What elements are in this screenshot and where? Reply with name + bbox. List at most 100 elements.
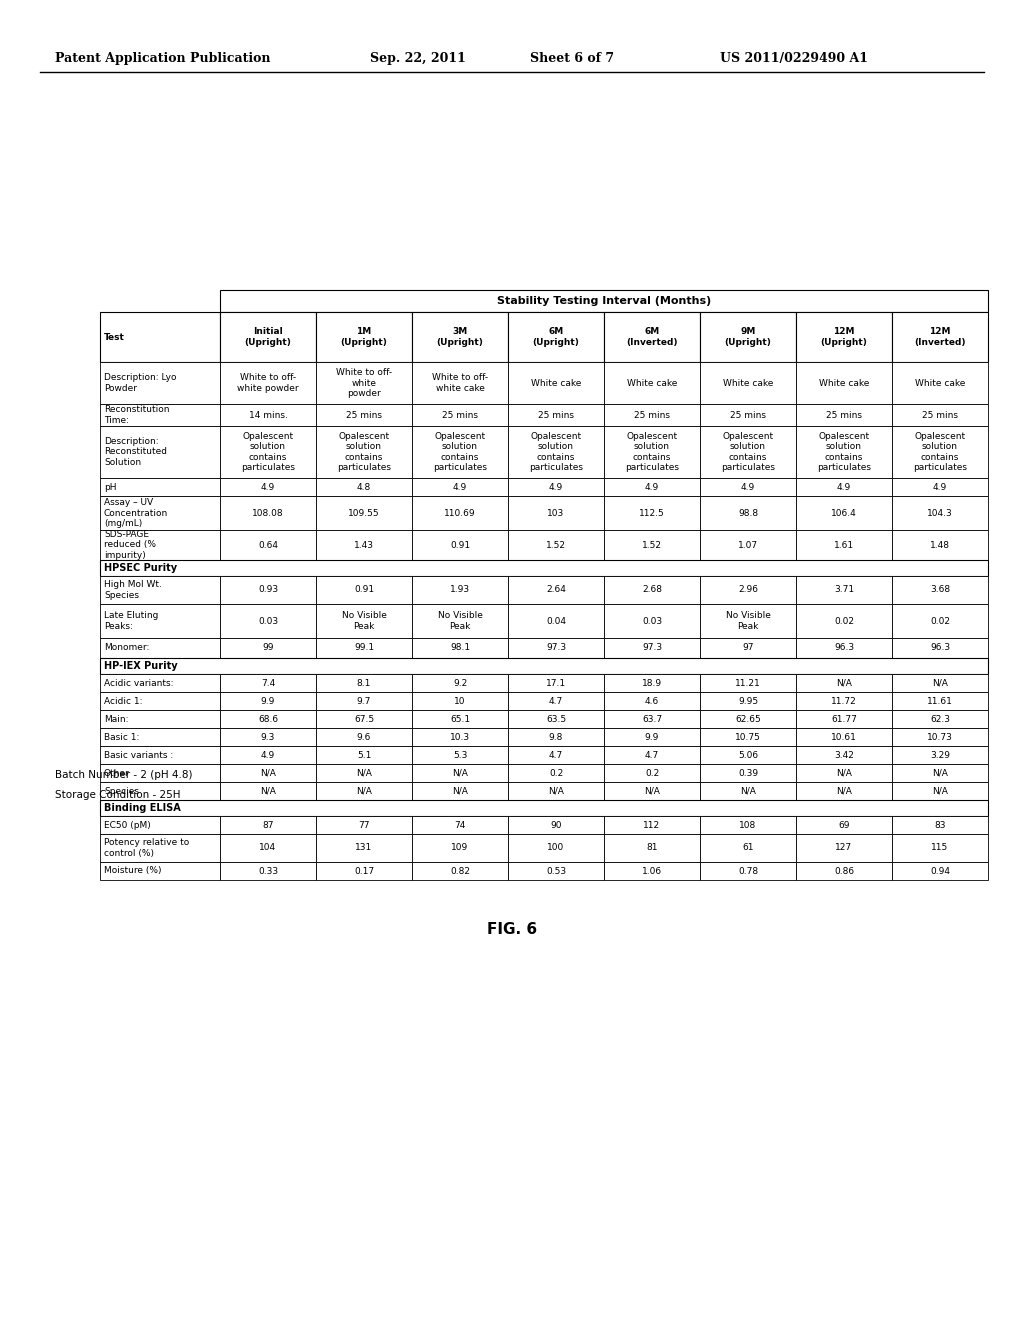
Text: White cake: White cake bbox=[530, 379, 582, 388]
Bar bbox=[316, 496, 412, 531]
Bar bbox=[700, 576, 796, 605]
Text: 3.42: 3.42 bbox=[835, 751, 854, 759]
Text: 4.6: 4.6 bbox=[645, 697, 659, 705]
Bar bbox=[316, 675, 412, 692]
Bar bbox=[604, 781, 700, 800]
Bar bbox=[316, 764, 412, 781]
Text: 2.96: 2.96 bbox=[738, 586, 758, 594]
Text: 9.6: 9.6 bbox=[356, 733, 371, 742]
Bar bbox=[316, 834, 412, 862]
Bar bbox=[220, 290, 988, 312]
Bar bbox=[796, 638, 892, 657]
Text: 5.1: 5.1 bbox=[356, 751, 371, 759]
Text: 17.1: 17.1 bbox=[546, 678, 566, 688]
Bar bbox=[508, 605, 604, 638]
Text: 10.61: 10.61 bbox=[831, 733, 857, 742]
Bar bbox=[796, 862, 892, 880]
Bar bbox=[316, 729, 412, 746]
Bar bbox=[100, 496, 220, 531]
Text: 99.1: 99.1 bbox=[354, 644, 374, 652]
Bar bbox=[412, 576, 508, 605]
Bar bbox=[412, 312, 508, 362]
Bar bbox=[892, 638, 988, 657]
Text: White to off-
white
powder: White to off- white powder bbox=[336, 368, 392, 397]
Text: 106.4: 106.4 bbox=[831, 508, 857, 517]
Bar bbox=[508, 576, 604, 605]
Bar bbox=[412, 362, 508, 404]
Text: Opalescent
solution
contains
particulates: Opalescent solution contains particulate… bbox=[913, 432, 967, 473]
Text: 67.5: 67.5 bbox=[354, 714, 374, 723]
Bar bbox=[316, 781, 412, 800]
Text: 9.8: 9.8 bbox=[549, 733, 563, 742]
Text: Binding ELISA: Binding ELISA bbox=[104, 803, 181, 813]
Bar bbox=[316, 692, 412, 710]
Bar bbox=[100, 800, 988, 816]
Bar bbox=[700, 710, 796, 729]
Text: 2.64: 2.64 bbox=[546, 586, 566, 594]
Text: 0.33: 0.33 bbox=[258, 866, 279, 875]
Text: pH: pH bbox=[104, 483, 117, 491]
Bar bbox=[412, 675, 508, 692]
Text: 65.1: 65.1 bbox=[450, 714, 470, 723]
Bar bbox=[892, 675, 988, 692]
Bar bbox=[316, 710, 412, 729]
Text: 81: 81 bbox=[646, 843, 657, 853]
Text: Sep. 22, 2011: Sep. 22, 2011 bbox=[370, 51, 466, 65]
Text: 6M
(Upright): 6M (Upright) bbox=[532, 327, 580, 347]
Bar bbox=[100, 404, 220, 426]
Bar bbox=[412, 746, 508, 764]
Text: Potency relative to
control (%): Potency relative to control (%) bbox=[104, 838, 189, 858]
Text: High Mol Wt.
Species: High Mol Wt. Species bbox=[104, 581, 162, 599]
Bar bbox=[796, 426, 892, 478]
Bar bbox=[508, 675, 604, 692]
Bar bbox=[796, 781, 892, 800]
Text: N/A: N/A bbox=[836, 787, 852, 796]
Bar bbox=[220, 638, 316, 657]
Bar bbox=[100, 531, 220, 560]
Bar bbox=[892, 862, 988, 880]
Bar bbox=[604, 478, 700, 496]
Text: 11.72: 11.72 bbox=[831, 697, 857, 705]
Text: Basic variants :: Basic variants : bbox=[104, 751, 173, 759]
Bar bbox=[220, 781, 316, 800]
Text: 104.3: 104.3 bbox=[927, 508, 953, 517]
Bar bbox=[700, 638, 796, 657]
Bar bbox=[508, 312, 604, 362]
Text: 0.04: 0.04 bbox=[546, 616, 566, 626]
Text: 3.71: 3.71 bbox=[834, 586, 854, 594]
Text: N/A: N/A bbox=[932, 787, 948, 796]
Text: 97: 97 bbox=[742, 644, 754, 652]
Bar bbox=[796, 692, 892, 710]
Text: 0.17: 0.17 bbox=[354, 866, 374, 875]
Text: 97.3: 97.3 bbox=[642, 644, 663, 652]
Text: Opalescent
solution
contains
particulates: Opalescent solution contains particulate… bbox=[625, 432, 679, 473]
Text: 63.7: 63.7 bbox=[642, 714, 663, 723]
Text: 4.9: 4.9 bbox=[741, 483, 755, 491]
Bar bbox=[892, 834, 988, 862]
Text: 6M
(Inverted): 6M (Inverted) bbox=[627, 327, 678, 347]
Text: 8.1: 8.1 bbox=[356, 678, 371, 688]
Text: Opalescent
solution
contains
particulates: Opalescent solution contains particulate… bbox=[241, 432, 295, 473]
Text: 25 mins: 25 mins bbox=[346, 411, 382, 420]
Text: 9.9: 9.9 bbox=[261, 697, 275, 705]
Bar bbox=[796, 729, 892, 746]
Text: 10: 10 bbox=[455, 697, 466, 705]
Text: Stability Testing Interval (Months): Stability Testing Interval (Months) bbox=[497, 296, 711, 306]
Text: Acidic variants:: Acidic variants: bbox=[104, 678, 173, 688]
Bar bbox=[220, 816, 316, 834]
Text: 96.3: 96.3 bbox=[834, 644, 854, 652]
Bar bbox=[508, 834, 604, 862]
Text: Description: Lyo
Powder: Description: Lyo Powder bbox=[104, 374, 176, 393]
Text: 10.73: 10.73 bbox=[927, 733, 953, 742]
Bar bbox=[700, 426, 796, 478]
Text: Opalescent
solution
contains
particulates: Opalescent solution contains particulate… bbox=[817, 432, 871, 473]
Text: 3.68: 3.68 bbox=[930, 586, 950, 594]
Text: 0.64: 0.64 bbox=[258, 540, 278, 549]
Text: 11.21: 11.21 bbox=[735, 678, 761, 688]
Bar bbox=[796, 478, 892, 496]
Text: 99: 99 bbox=[262, 644, 273, 652]
Bar bbox=[508, 862, 604, 880]
Bar bbox=[604, 862, 700, 880]
Bar bbox=[220, 312, 316, 362]
Text: 0.91: 0.91 bbox=[450, 540, 470, 549]
